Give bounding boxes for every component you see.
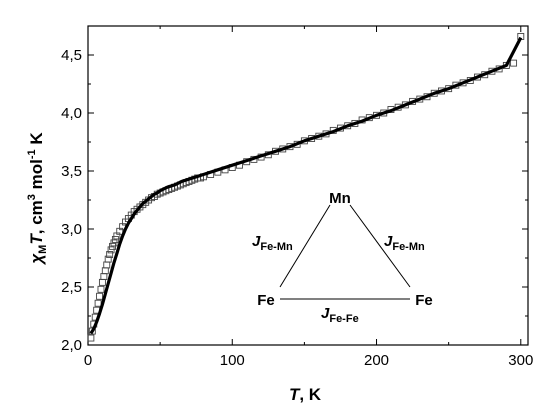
y-tick-label: 2,0: [61, 337, 82, 354]
y-axis-title-sup1: 3: [26, 194, 38, 200]
plot-frame: [87, 25, 529, 346]
x-axis-title: T, K: [289, 385, 322, 404]
label-j-fe-fe: JFe-Fe: [321, 305, 359, 325]
data-markers: [87, 32, 525, 342]
y-axis-title-k: K: [27, 132, 46, 150]
y-tick-label: 3,0: [61, 221, 82, 238]
y-axis-title-sub: M: [37, 245, 49, 254]
data-marker: [96, 292, 103, 300]
data-marker: [107, 246, 115, 254]
x-tick-label: 200: [364, 352, 389, 369]
node-mn: Mn: [329, 190, 351, 207]
data-marker: [106, 251, 114, 258]
data-marker: [104, 255, 112, 263]
data-marker: [111, 235, 119, 243]
x-tick-label: 0: [84, 352, 92, 369]
x-tick-label: 300: [508, 352, 533, 369]
data-marker: [510, 59, 518, 67]
y-tick-label: 3,5: [61, 163, 82, 180]
data-marker: [97, 285, 105, 293]
y-axis-title-t: T: [27, 233, 46, 245]
y-axis-title: χMT, cm3 mol-1 K: [26, 132, 49, 266]
x-axis-title-variable: T: [289, 385, 301, 404]
data-marker: [94, 299, 102, 307]
data-marker: [98, 278, 106, 286]
data-marker: [109, 242, 116, 250]
exchange-triangle-inset: Mn Fe Fe JFe-Mn JFe-Mn JFe-Fe: [252, 190, 433, 325]
y-tick-label: 2,5: [61, 279, 82, 296]
y-axis-title-sup2: -1: [26, 149, 38, 159]
label-j-fe-mn-right: JFe-Mn: [384, 233, 425, 253]
x-tick-label: 100: [220, 352, 245, 369]
triangle-edge-right: [349, 204, 411, 288]
data-marker: [103, 261, 111, 269]
node-fe-right: Fe: [415, 292, 433, 309]
label-j-fe-mn-left: JFe-Mn: [252, 233, 293, 253]
fit-curve: [89, 36, 523, 335]
data-marker: [110, 239, 118, 247]
data-marker: [87, 334, 95, 342]
data-marker: [100, 273, 108, 281]
triangle-edge-left: [279, 204, 331, 288]
y-axis-title-mol: mol: [27, 159, 46, 194]
y-axis-title-chi: χ: [27, 253, 46, 266]
fit-curve-group: [89, 36, 523, 335]
axis-ticks: 0 100 200 300 2,0 2,5 3,0 3,5 4,0 4,5: [61, 26, 533, 369]
y-axis-title-cm: , cm: [27, 200, 46, 234]
plot-frame-border: [87, 25, 529, 346]
data-marker: [101, 267, 109, 275]
x-axis-title-unit: , K: [299, 385, 321, 404]
node-fe-left: Fe: [257, 292, 275, 309]
y-tick-label: 4,0: [61, 105, 82, 122]
y-tick-label: 4,5: [61, 47, 82, 64]
